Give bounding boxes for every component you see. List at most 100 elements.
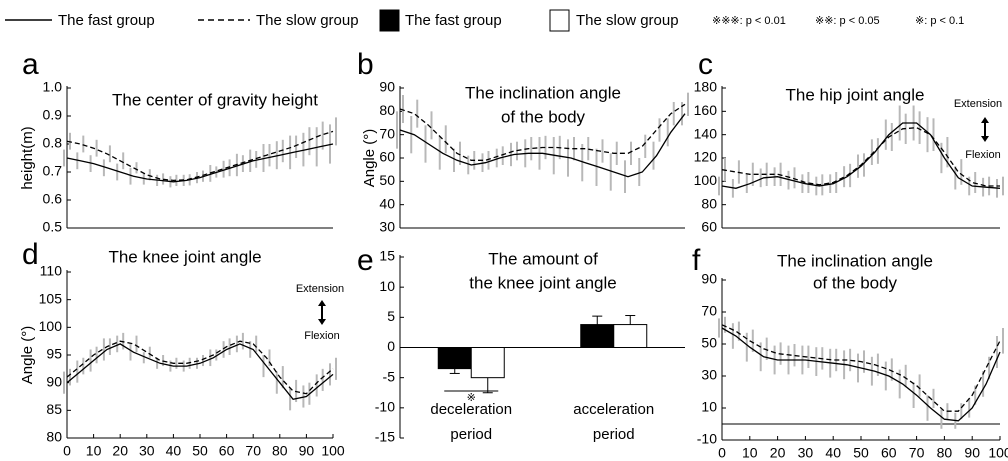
x-tick-label: 70 bbox=[909, 445, 925, 461]
panel-letter: b bbox=[357, 48, 374, 81]
y-tick-label: 0.6 bbox=[43, 191, 63, 207]
y-tick-label: 80 bbox=[379, 102, 395, 118]
significance-legend: ※: p < 0.1 bbox=[915, 15, 964, 27]
y-tick-label: 90 bbox=[379, 79, 395, 95]
panel-title: of the body bbox=[813, 273, 898, 292]
y-tick-label: 85 bbox=[46, 401, 62, 417]
x-tick-label: 30 bbox=[139, 443, 155, 459]
x-tick-label: 90 bbox=[964, 445, 980, 461]
y-tick-label: 50 bbox=[379, 172, 395, 188]
legend-box-slow bbox=[550, 10, 569, 31]
x-tick-label: 10 bbox=[742, 445, 758, 461]
series-line bbox=[722, 123, 1000, 188]
x-tick-label: 10 bbox=[86, 443, 102, 459]
legend-label: The fast group bbox=[405, 12, 502, 29]
x-tick-label: 60 bbox=[881, 445, 897, 461]
y-tick-label: 1.0 bbox=[43, 79, 63, 95]
x-tick-label: 20 bbox=[770, 445, 786, 461]
y-tick-label: 50 bbox=[701, 335, 717, 351]
x-tick-label: 50 bbox=[853, 445, 869, 461]
y-tick-label: 100 bbox=[39, 318, 63, 334]
x-tick-label: 40 bbox=[825, 445, 841, 461]
panel-letter: d bbox=[22, 238, 39, 271]
y-tick-label: -10 bbox=[375, 399, 395, 415]
y-tick-label: 10 bbox=[379, 278, 395, 294]
y-tick-label: 80 bbox=[701, 195, 717, 211]
legend-label: The slow group bbox=[256, 12, 359, 29]
panel-title: The center of gravity height bbox=[112, 90, 318, 109]
y-tick-label: 160 bbox=[694, 102, 718, 118]
y-tick-label: 10 bbox=[701, 399, 717, 415]
panel: a The center of gravity height height(m) 0.… bbox=[19, 48, 336, 235]
y-tick-label: 180 bbox=[694, 79, 718, 95]
significance-legend: ※※※: p < 0.01 bbox=[712, 15, 786, 27]
y-tick-label: 15 bbox=[379, 248, 395, 264]
y-tick-label: 140 bbox=[694, 125, 718, 141]
y-axis-label: height(m) bbox=[19, 126, 36, 189]
series-line bbox=[67, 144, 333, 182]
y-tick-label: 60 bbox=[379, 149, 395, 165]
y-tick-label: 95 bbox=[46, 346, 62, 362]
panel: eThe amount ofthe knee joint angle-15-10… bbox=[357, 244, 685, 445]
panel-title: The amount of bbox=[488, 249, 598, 268]
x-tick-label: 60 bbox=[219, 443, 235, 459]
legend: The fast group The slow group The fast g… bbox=[5, 10, 964, 31]
y-tick-label: 70 bbox=[701, 303, 717, 319]
panel-letter: c bbox=[698, 48, 713, 81]
panel-letter: f bbox=[692, 244, 701, 277]
x-tick-label: 0 bbox=[718, 445, 726, 461]
x-tick-label: 100 bbox=[988, 445, 1008, 461]
annotation: Flexion bbox=[965, 149, 1000, 161]
y-tick-label: 5 bbox=[387, 308, 395, 324]
panel-title: The knee joint angle bbox=[108, 247, 261, 266]
legend-box-fast bbox=[380, 10, 399, 31]
x-tick-label: 40 bbox=[166, 443, 182, 459]
figure: The fast group The slow group The fast g… bbox=[0, 0, 1008, 461]
y-tick-label: 60 bbox=[701, 219, 717, 235]
y-tick-label: 100 bbox=[694, 172, 718, 188]
panel-title: The hip joint angle bbox=[786, 85, 925, 104]
y-tick-label: 40 bbox=[379, 195, 395, 211]
x-tick-label: 20 bbox=[112, 443, 128, 459]
panel-title: The inclination angle bbox=[465, 83, 621, 102]
y-tick-label: 0.7 bbox=[43, 163, 63, 179]
bar bbox=[438, 348, 471, 369]
y-tick-label: 0.5 bbox=[43, 219, 63, 235]
y-tick-label: 90 bbox=[701, 271, 717, 287]
x-tick-label: 100 bbox=[321, 443, 345, 459]
bar bbox=[471, 348, 504, 378]
y-tick-label: 0 bbox=[387, 338, 395, 354]
x-tick-label: 80 bbox=[937, 445, 953, 461]
bar bbox=[614, 325, 647, 348]
y-tick-label: 110 bbox=[40, 263, 63, 279]
panel: fThe inclination angleof the body-101030… bbox=[692, 244, 1008, 461]
y-tick-label: 105 bbox=[39, 290, 63, 306]
panel: c The hip joint angle 60 80 100 120 140 160 180 E… bbox=[694, 48, 1003, 235]
x-tick-label: 30 bbox=[798, 445, 814, 461]
series-line bbox=[67, 131, 333, 180]
legend-label: The fast group bbox=[58, 12, 155, 29]
y-tick-label: 30 bbox=[379, 219, 395, 235]
significance-legend: ※※: p < 0.05 bbox=[815, 15, 880, 27]
x-tick-label: 80 bbox=[272, 443, 288, 459]
annotation: Flexion bbox=[304, 330, 339, 342]
panel-letter: a bbox=[22, 48, 39, 81]
panel-letter: e bbox=[357, 244, 374, 277]
significance-mark: ※ bbox=[467, 392, 476, 404]
x-tick-label: 0 bbox=[63, 443, 71, 459]
y-tick-label: 70 bbox=[379, 125, 395, 141]
y-tick-label: 90 bbox=[46, 373, 62, 389]
annotation: Extension bbox=[954, 98, 1002, 110]
series-line bbox=[67, 344, 333, 399]
y-tick-label: 120 bbox=[694, 149, 718, 165]
annotation: Extension bbox=[296, 283, 344, 295]
x-tick-label: 50 bbox=[192, 443, 208, 459]
y-tick-label: -10 bbox=[697, 431, 717, 447]
y-tick-label: 0.9 bbox=[43, 107, 63, 123]
panel-title: of the body bbox=[501, 107, 586, 126]
y-tick-label: 80 bbox=[46, 429, 62, 445]
bar bbox=[581, 325, 614, 348]
